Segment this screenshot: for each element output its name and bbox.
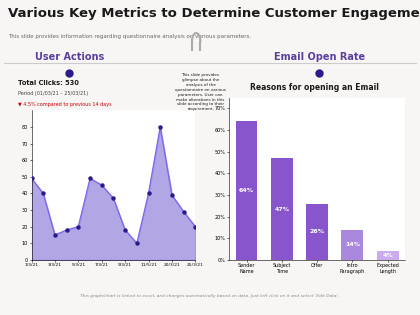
Text: Total Clicks: 530: Total Clicks: 530 <box>18 80 79 86</box>
Text: 14%: 14% <box>345 242 360 247</box>
Bar <box>271 158 293 260</box>
Text: This slide provides
glimpse about the
analysis of the
questionnaire on various
p: This slide provides glimpse about the an… <box>175 73 226 112</box>
Text: Email Open Rate: Email Open Rate <box>274 52 365 62</box>
Text: 47%: 47% <box>274 207 289 212</box>
Text: 26%: 26% <box>310 229 325 234</box>
Bar <box>341 230 363 260</box>
Text: User Actions: User Actions <box>35 52 104 62</box>
Text: 4%: 4% <box>382 253 393 258</box>
Text: This graph/chart is linked to excel, and changes automatically based on data. Ju: This graph/chart is linked to excel, and… <box>81 294 339 298</box>
Text: Reasons for opening an Email: Reasons for opening an Email <box>249 83 378 92</box>
Text: This slide provides information regarding questionnaire analysis on various para: This slide provides information regardin… <box>8 34 252 39</box>
Text: ▼ 4.5% compared to previous 14 days: ▼ 4.5% compared to previous 14 days <box>18 102 112 107</box>
Text: Various Key Metrics to Determine Customer Engagement (2/2): Various Key Metrics to Determine Custome… <box>8 7 420 20</box>
Bar <box>377 251 399 260</box>
Bar <box>236 122 257 260</box>
Bar <box>306 203 328 260</box>
Text: 64%: 64% <box>239 188 254 193</box>
Text: Period (01/03/21 – 25/03/21): Period (01/03/21 – 25/03/21) <box>18 91 88 96</box>
